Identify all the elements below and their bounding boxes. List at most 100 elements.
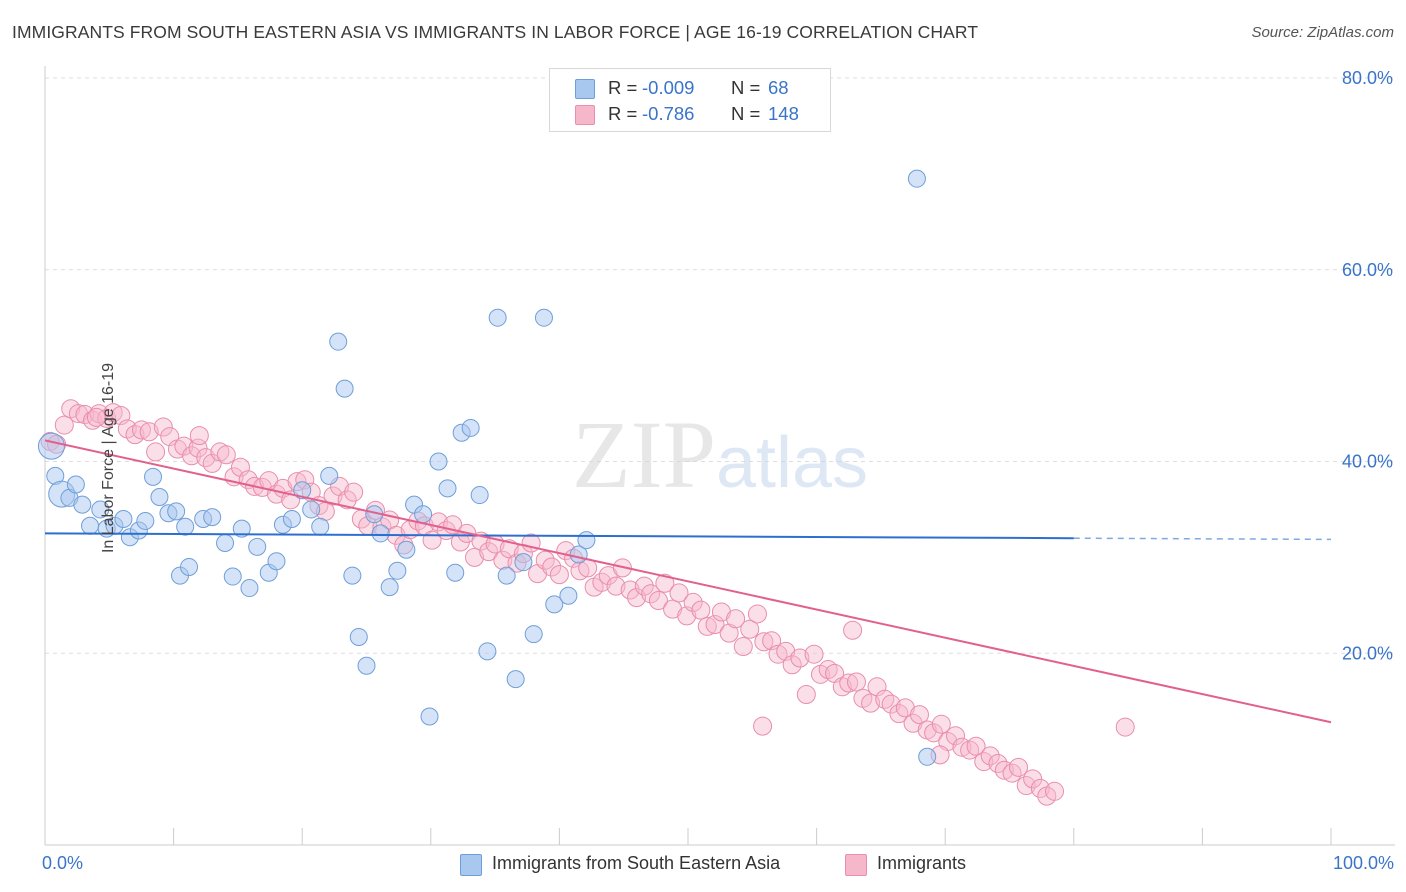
legend-series2-label: Immigrants (877, 853, 967, 873)
point-se-asia (302, 500, 321, 519)
point-immigrants (117, 419, 137, 439)
trend-line-se-asia (44, 532, 1074, 540)
point-immigrants (1030, 778, 1050, 798)
point-se-asia (267, 552, 286, 571)
point-se-asia (282, 510, 301, 529)
trend-lines (44, 439, 1332, 724)
point-immigrants (146, 442, 166, 462)
y-tick-label: 40.0% (1342, 452, 1393, 472)
point-se-asia (497, 566, 516, 585)
point-immigrants (131, 420, 151, 440)
legend-row-series2: R = -0.786 N = 148 (550, 101, 830, 127)
point-se-asia (343, 566, 362, 585)
scatter-points (37, 169, 1135, 806)
point-immigrants (719, 623, 739, 643)
point-se-asia (470, 486, 489, 505)
point-immigrants (740, 619, 760, 639)
point-immigrants (796, 684, 816, 704)
y-tick-label: 80.0% (1342, 68, 1393, 88)
legend-r-value: -0.009 (642, 77, 695, 98)
legend-swatch-blue (460, 854, 482, 876)
point-immigrants (782, 655, 802, 675)
point-immigrants (980, 746, 1000, 766)
point-immigrants (542, 557, 562, 577)
point-immigrants (909, 705, 929, 725)
point-se-asia (446, 563, 465, 582)
point-immigrants (1045, 781, 1065, 801)
point-immigrants (655, 573, 675, 593)
y-tick-labels: 20.0% 40.0% 60.0% 80.0% (1342, 68, 1393, 663)
point-se-asia (918, 747, 937, 766)
point-immigrants (697, 616, 717, 636)
point-immigrants (952, 737, 972, 757)
trend-line-immigrants (44, 439, 1332, 724)
point-immigrants (153, 417, 173, 437)
point-se-asia (335, 379, 354, 398)
watermark-atlas: atlas (716, 423, 868, 503)
point-se-asia (248, 537, 267, 556)
point-immigrants (648, 591, 668, 611)
point-immigrants (620, 580, 640, 600)
legend-series1-label: Immigrants from South Eastern Asia (492, 853, 781, 873)
point-immigrants (931, 714, 951, 734)
point-se-asia (577, 531, 596, 550)
point-immigrants (966, 736, 986, 756)
point-se-asia (66, 475, 85, 494)
point-immigrants (174, 436, 194, 456)
point-immigrants (669, 583, 689, 603)
point-immigrants (344, 482, 364, 502)
point-se-asia (438, 479, 457, 498)
x-tick-max: 100.0% (1332, 853, 1394, 873)
point-immigrants (753, 716, 773, 736)
point-se-asia (545, 595, 564, 614)
point-immigrants (895, 698, 915, 718)
legend-r-label: R = (608, 77, 638, 98)
point-immigrants (843, 620, 863, 640)
legend-swatch-blue (575, 79, 595, 99)
point-immigrants (182, 446, 202, 466)
point-immigrants (790, 648, 810, 668)
point-immigrants (337, 490, 357, 510)
y-axis-label: In Labor Force | Age 16-19 (100, 362, 118, 554)
point-immigrants (465, 547, 485, 567)
y-tick-label: 60.0% (1342, 260, 1393, 280)
point-se-asia (203, 508, 222, 527)
legend-swatch-pink (575, 105, 595, 125)
chart-title: IMMIGRANTS FROM SOUTH EASTERN ASIA VS IM… (12, 22, 979, 42)
point-se-asia (357, 656, 376, 675)
point-immigrants (1009, 757, 1029, 777)
point-immigrants (1023, 769, 1043, 789)
legend-swatch-pink (845, 854, 867, 876)
watermark: ZIPatlas (572, 401, 868, 508)
legend-r-value: -0.786 (642, 103, 695, 124)
point-se-asia (320, 466, 339, 485)
point-se-asia (329, 332, 348, 351)
point-se-asia (81, 516, 100, 535)
point-immigrants (189, 426, 209, 446)
point-se-asia (524, 625, 543, 644)
point-se-asia (216, 533, 235, 552)
point-immigrants (881, 694, 901, 714)
point-immigrants (711, 602, 731, 622)
point-immigrants (733, 637, 753, 657)
point-se-asia (506, 670, 525, 689)
trend-line-se-asia-extension (1073, 537, 1332, 541)
point-se-asia (388, 561, 407, 580)
point-immigrants (846, 672, 866, 692)
point-se-asia (534, 308, 553, 327)
point-immigrants (75, 405, 95, 425)
point-se-asia (223, 567, 242, 586)
point-se-asia (514, 553, 533, 572)
point-se-asia (420, 707, 439, 726)
point-se-asia (91, 500, 110, 519)
point-se-asia (907, 169, 926, 188)
point-se-asia (114, 510, 133, 529)
point-immigrants (705, 614, 725, 634)
point-immigrants (216, 445, 236, 465)
legend-row-series1: R = -0.009 N = 68 (550, 75, 830, 101)
point-immigrants (68, 404, 88, 424)
point-immigrants (323, 486, 343, 506)
point-se-asia (150, 487, 169, 506)
point-se-asia (240, 579, 259, 598)
